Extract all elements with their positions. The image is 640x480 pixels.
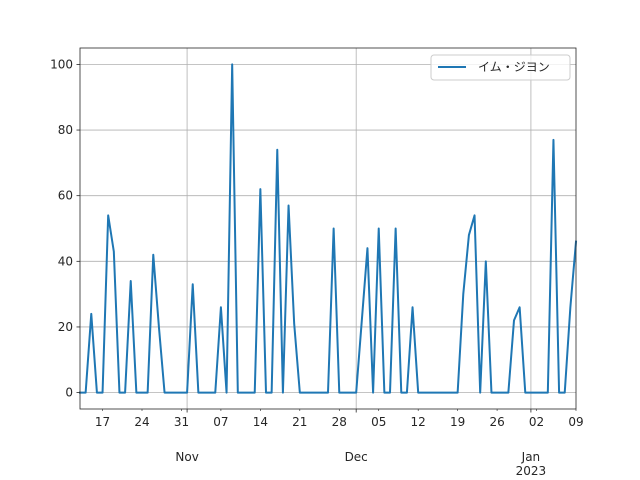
series-line [79,63,578,394]
x-minor-tick-label: 31 [174,415,189,429]
x-minor-tick-label: 07 [213,415,228,429]
series-lines [79,63,578,394]
y-tick-label: 80 [58,123,73,137]
x-major-tick-label: Nov [175,450,198,464]
x-minor-tick-label: 09 [568,415,583,429]
x-major-tick-label: Jan [521,450,541,464]
y-tick-label: 40 [58,254,73,268]
plot-frame [79,47,577,410]
y-tick-label: 60 [58,189,73,203]
grid-lines [80,48,576,409]
legend-label: イム・ジヨン [478,60,550,74]
x-minor-tick-label: 05 [371,415,386,429]
y-tick-label: 100 [50,57,73,71]
legend-box [430,54,571,81]
x-minor-tick-label: 28 [332,415,347,429]
x-minor-tick-label: 14 [253,415,268,429]
y-tick-label: 20 [58,320,73,334]
x-minor-tick-label: 21 [292,415,307,429]
x-minor-tick-label: 12 [411,415,426,429]
y-axis-ticks: 0 20 40 60 80 100 [50,57,80,400]
x-minor-tick-label: 24 [134,415,149,429]
y-tick-label: 0 [65,386,73,400]
x-minor-tick-label: 17 [95,415,110,429]
x-minor-tick-label: 19 [450,415,465,429]
legend: イム・ジヨン [430,54,571,81]
x-minor-tick-label: 02 [529,415,544,429]
x-major-tick-sublabel: 2023 [516,464,547,478]
x-major-tick-label: Dec [345,450,368,464]
x-minor-tick-label: 26 [489,415,504,429]
